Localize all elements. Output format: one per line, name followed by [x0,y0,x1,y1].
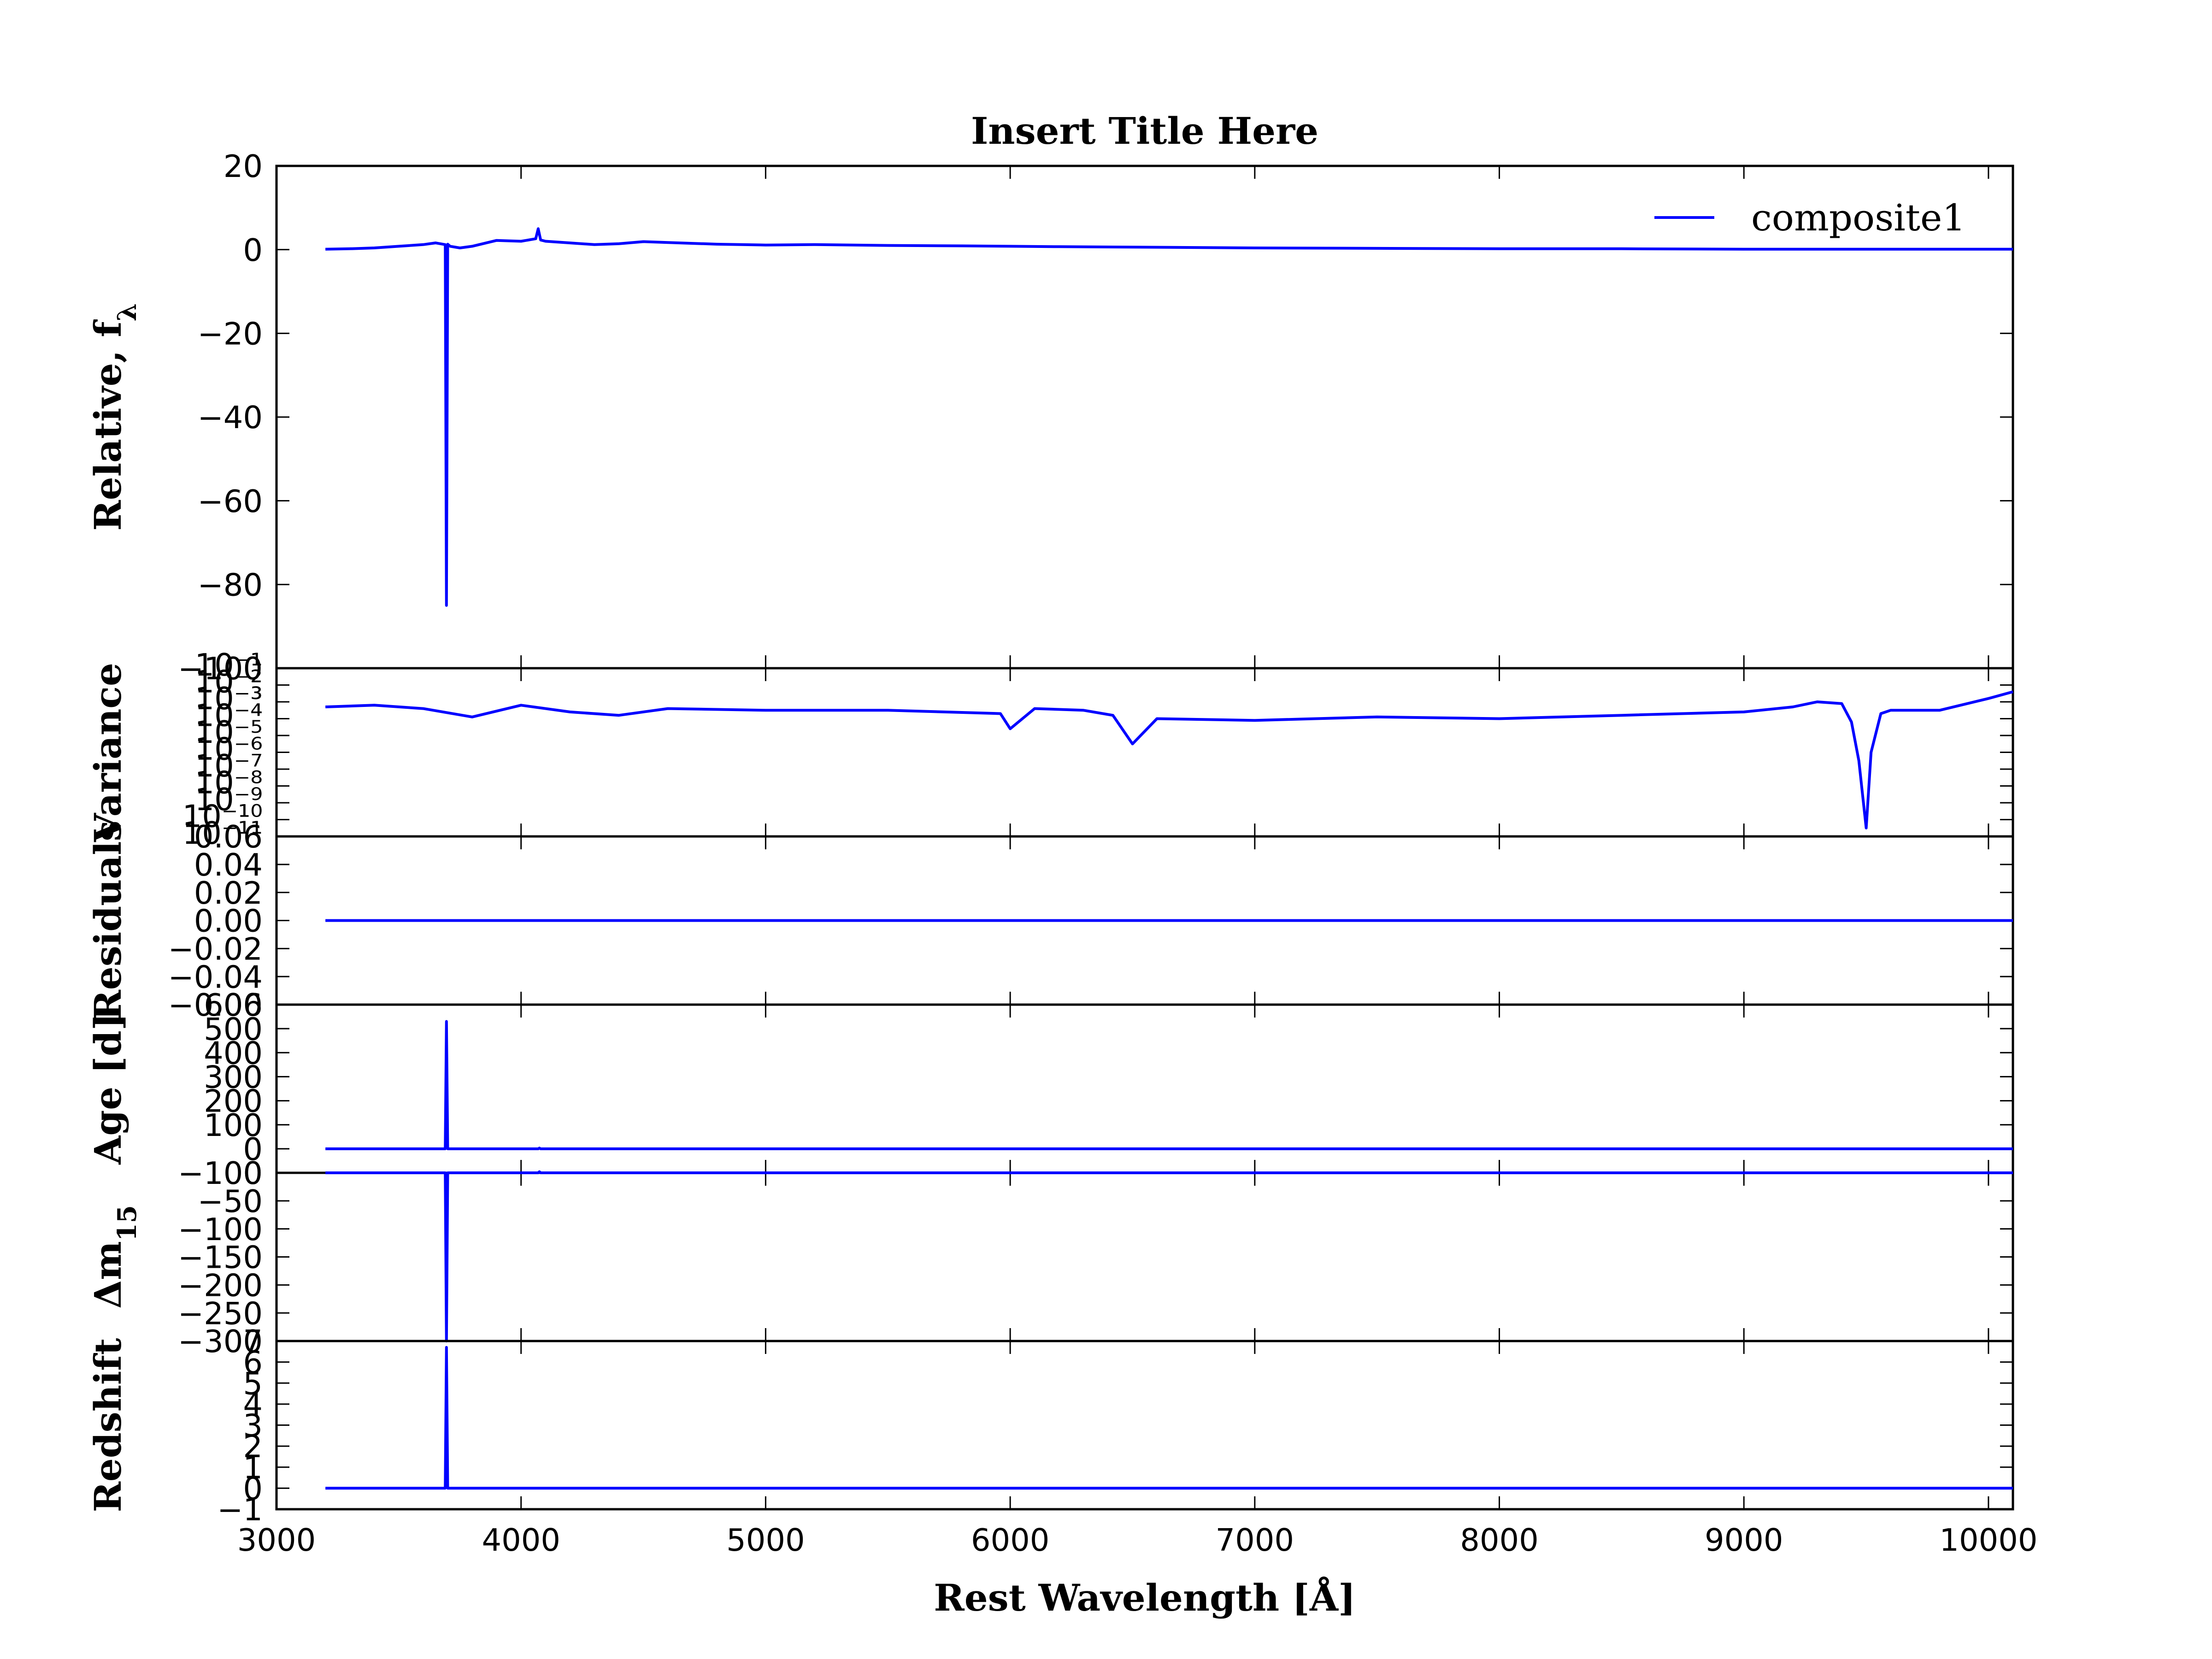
y-axis-label-age: Age [d] [86,1013,129,1165]
y-tick-label: −20 [198,316,263,352]
y-tick-label: 10⁻⁴ [195,697,263,733]
y-tick-label: 0 [243,232,263,268]
x-tick-label: 8000 [1460,1522,1539,1558]
x-tick-label: 9000 [1705,1522,1783,1558]
panel-variance: 10⁻¹10⁻²10⁻³10⁻⁴10⁻⁵10⁻⁶10⁻⁷10⁻⁸10⁻⁹10⁻¹… [86,647,2014,851]
y-tick-label: −100 [178,1155,263,1191]
legend-label-composite1: composite1 [1751,196,1965,239]
y-tick-label: 200 [204,1083,263,1119]
y-tick-label: 400 [204,1035,263,1071]
y-tick-label: 600 [204,987,263,1023]
y-tick-label: 0.02 [194,875,263,911]
y-tick-label: 1 [243,1450,263,1486]
y-tick-label: −0.06 [168,987,263,1023]
y-tick-label: 2 [243,1429,263,1465]
x-tick-label: 10000 [1939,1522,2037,1558]
y-axis-label-redshift: Redshift [86,1338,129,1512]
x-tick-label: 7000 [1216,1522,1294,1558]
chart-title: Insert Title Here [971,109,1318,153]
y-tick-label: 0.06 [194,819,263,855]
series-line-age [325,1020,2013,1150]
y-tick-label: −60 [198,483,263,519]
y-tick-label: 0.04 [194,847,263,883]
x-axis-label: Rest Wavelength [Å] [934,1576,1355,1619]
y-tick-label: 0.00 [194,903,263,939]
y-tick-label: 7 [243,1324,263,1359]
y-tick-label: −300 [178,1324,263,1359]
y-tick-label: 10⁻² [195,664,263,700]
y-tick-label: 10⁻⁵ [195,714,263,750]
y-tick-label: 10⁻⁸ [195,765,263,800]
series-line-variance [325,690,2013,830]
y-tick-label: 0 [243,1471,263,1506]
y-tick-label: −0.04 [168,959,263,995]
y-tick-label: −250 [178,1295,263,1331]
y-tick-label: −80 [198,567,263,603]
y-axis-label-variance: Variance [86,663,129,842]
y-tick-label: −50 [198,1183,263,1219]
y-tick-label: 20 [224,148,263,184]
x-tick-label: 4000 [482,1522,560,1558]
panel-residuals: 0.060.040.020.00−0.02−0.04−0.06 Residuals [86,819,2014,1023]
y-tick-label: 10⁻⁷ [195,748,263,784]
y-tick-label: 10⁻³ [195,681,263,717]
y-tick-label: 0 [243,1131,263,1167]
y-tick-label: −1 [217,1492,263,1528]
y-tick-label: 10⁻¹¹ [182,815,263,851]
x-tick-label: 3000 [237,1522,316,1558]
y-tick-label: 10⁻⁹ [195,782,263,818]
x-tick-label: 6000 [971,1522,1050,1558]
y-tick-label: 5 [243,1365,263,1401]
y-tick-label: −150 [178,1240,263,1276]
y-tick-label: 0 [243,1155,263,1191]
y-axis-label-residuals: Residuals [86,820,129,1020]
y-tick-label: −100 [178,1212,263,1247]
y-tick-label: 500 [204,1011,263,1047]
y-tick-label: 6 [243,1345,263,1381]
y-tick-label: −40 [198,400,263,435]
y-tick-label: 300 [204,1059,263,1095]
y-tick-label: −200 [178,1267,263,1303]
y-tick-label: 10⁻⁶ [195,731,263,767]
y-tick-label: −0.02 [168,931,263,967]
series-line-flux [325,227,2013,607]
x-tick-label: 5000 [726,1522,805,1558]
series-line-redshift [325,1346,2013,1490]
series-line-dm15 [325,1170,2013,1342]
y-tick-label: 10⁻¹⁰ [182,798,263,834]
y-tick-label: 3 [243,1408,263,1444]
y-tick-label: −100 [178,651,263,687]
y-tick-label: 100 [204,1107,263,1143]
y-tick-label: 10⁻¹ [195,647,263,683]
y-tick-label: 4 [243,1387,263,1423]
legend: composite1 [1654,196,1965,239]
